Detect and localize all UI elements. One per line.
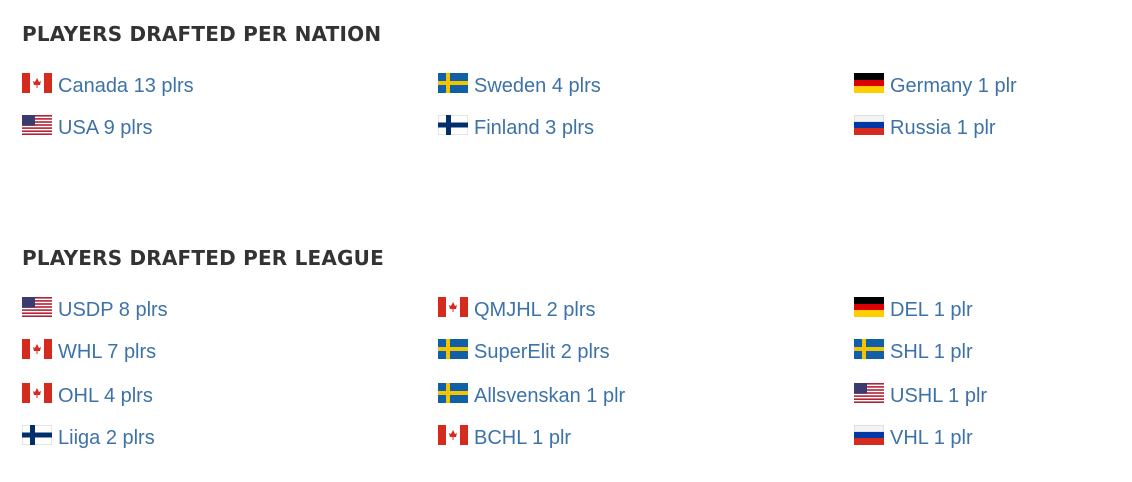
flag-icon: [854, 383, 884, 403]
item-link[interactable]: Finland 3 plrs: [474, 116, 595, 139]
list-item: Sweden 4 plrs: [438, 71, 601, 101]
item-link[interactable]: Liiga 2 plrs: [58, 426, 155, 449]
flag-icon: [854, 297, 884, 317]
item-link[interactable]: Russia 1 plr: [890, 116, 996, 139]
flag-icon: [22, 115, 52, 135]
flag-icon: [854, 425, 884, 445]
flag-icon: [438, 73, 468, 93]
flag-icon: [854, 339, 884, 359]
flag-icon: [438, 297, 468, 317]
flag-icon: [854, 115, 884, 135]
flag-icon: [854, 73, 884, 93]
list-item: SHL 1 plr: [854, 337, 973, 367]
item-link[interactable]: USDP 8 plrs: [58, 298, 168, 321]
item-link[interactable]: SHL 1 plr: [890, 340, 973, 363]
list-item: Canada 13 plrs: [22, 71, 194, 101]
item-link[interactable]: USHL 1 plr: [890, 384, 988, 407]
item-link[interactable]: QMJHL 2 plrs: [474, 298, 596, 321]
item-link[interactable]: USA 9 plrs: [58, 116, 153, 139]
flag-icon: [22, 425, 52, 445]
list-item: USHL 1 plr: [854, 381, 987, 411]
list-item: Russia 1 plr: [854, 113, 996, 143]
item-link[interactable]: Sweden 4 plrs: [474, 74, 601, 97]
list-item: VHL 1 plr: [854, 423, 973, 453]
list-item: USA 9 plrs: [22, 113, 152, 143]
list-item: USDP 8 plrs: [22, 295, 168, 325]
item-link[interactable]: WHL 7 plrs: [58, 340, 157, 363]
flag-icon: [22, 73, 52, 93]
section-title: PLAYERS DRAFTED PER NATION: [22, 22, 382, 46]
flag-icon: [438, 425, 468, 445]
item-link[interactable]: DEL 1 plr: [890, 298, 973, 321]
item-link[interactable]: OHL 4 plrs: [58, 384, 153, 407]
flag-icon: [22, 297, 52, 317]
list-item: OHL 4 plrs: [22, 381, 153, 411]
list-item: DEL 1 plr: [854, 295, 973, 325]
item-link[interactable]: Germany 1 plr: [890, 74, 1017, 97]
list-item: BCHL 1 plr: [438, 423, 571, 453]
flag-icon: [438, 339, 468, 359]
section-title: PLAYERS DRAFTED PER LEAGUE: [22, 246, 384, 270]
flag-icon: [438, 115, 468, 135]
item-link[interactable]: BCHL 1 plr: [474, 426, 572, 449]
list-item: WHL 7 plrs: [22, 337, 156, 367]
item-link[interactable]: VHL 1 plr: [890, 426, 973, 449]
item-link[interactable]: SuperElit 2 plrs: [474, 340, 610, 363]
flag-icon: [438, 383, 468, 403]
list-item: QMJHL 2 plrs: [438, 295, 596, 325]
item-link[interactable]: Canada 13 plrs: [58, 74, 194, 97]
list-item: Allsvenskan 1 plr: [438, 381, 625, 411]
list-item: Germany 1 plr: [854, 71, 1017, 101]
flag-icon: [22, 383, 52, 403]
flag-icon: [22, 339, 52, 359]
list-item: Liiga 2 plrs: [22, 423, 155, 453]
item-link[interactable]: Allsvenskan 1 plr: [474, 384, 626, 407]
list-item: SuperElit 2 plrs: [438, 337, 610, 367]
list-item: Finland 3 plrs: [438, 113, 594, 143]
